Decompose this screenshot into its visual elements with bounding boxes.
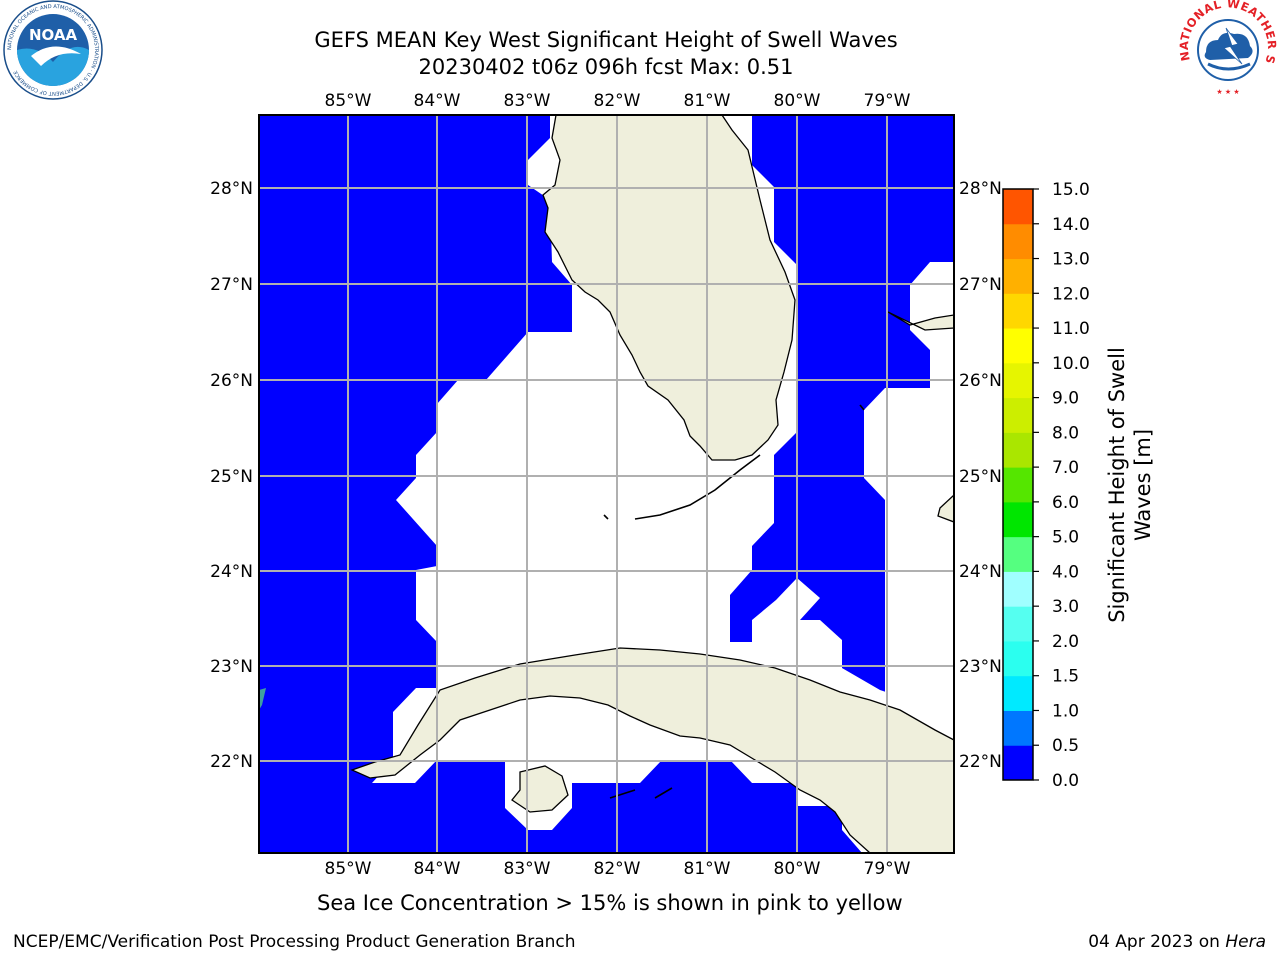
lon-label-top: 81°W <box>684 91 731 111</box>
colorbar-tick-label: 0.5 <box>1052 736 1079 756</box>
sea-ice-note: Sea Ice Concentration > 15% is shown in … <box>317 891 903 915</box>
lat-label-right: 24°N <box>959 562 1002 582</box>
lon-label-top: 83°W <box>504 91 551 111</box>
colorbar-bin <box>1003 362 1033 399</box>
lat-label-right: 25°N <box>959 467 1002 487</box>
colorbar-label-line1: Significant Height of Swell <box>1105 347 1129 623</box>
lon-label-top: 80°W <box>774 91 821 111</box>
colorbar-bin <box>1003 745 1033 781</box>
colorbar-bin <box>1003 675 1033 711</box>
colorbar-tick-label: 5.0 <box>1052 528 1079 548</box>
lon-label-top: 82°W <box>594 91 641 111</box>
chart-title: GEFS MEAN Key West Significant Height of… <box>314 28 898 52</box>
colorbar-bin <box>1003 710 1033 746</box>
colorbar-tick-label: 15.0 <box>1052 180 1090 200</box>
lat-label-left: 26°N <box>210 371 253 391</box>
lon-label-bottom: 85°W <box>325 859 372 879</box>
lat-label-left: 25°N <box>210 467 253 487</box>
lon-label-bottom: 82°W <box>594 859 641 879</box>
colorbar-bin <box>1003 432 1033 468</box>
colorbar-tick-label: 14.0 <box>1052 215 1090 235</box>
cuba-land <box>350 647 954 853</box>
lon-label-bottom: 83°W <box>504 859 551 879</box>
colorbar-tick-label: 6.0 <box>1052 493 1079 513</box>
colorbar-frame <box>1002 188 1034 781</box>
colorbar-bin <box>1003 606 1033 642</box>
footer-credit: NCEP/EMC/Verification Post Processing Pr… <box>13 932 576 952</box>
colorbar-tick-label: 1.5 <box>1052 667 1079 687</box>
footer-date-text: 04 Apr 2023 on <box>1088 932 1226 952</box>
colorbar-label: Significant Height of Swell Waves [m] <box>1105 347 1155 623</box>
colorbar-tick-label: 2.0 <box>1052 632 1079 652</box>
colorbar-bin <box>1003 640 1033 677</box>
colorbar-tick-label: 3.0 <box>1052 597 1079 617</box>
lon-label-bottom: 79°W <box>864 859 911 879</box>
colorbar-tick-label: 8.0 <box>1052 423 1079 443</box>
colorbar <box>1003 189 1033 781</box>
colorbar-tick-label: 1.0 <box>1052 701 1079 721</box>
colorbar-bin <box>1003 501 1033 538</box>
lon-label-top: 79°W <box>864 91 911 111</box>
lat-label-left: 22°N <box>210 752 253 772</box>
noaa-logo-text: NOAA <box>29 26 78 44</box>
lat-label-left: 23°N <box>210 657 253 677</box>
colorbar-bin <box>1003 328 1033 364</box>
colorbar-tick-label: 11.0 <box>1052 319 1090 339</box>
lat-label-right: 27°N <box>959 275 1002 295</box>
gridlines <box>259 115 954 853</box>
svg-text:★ ★ ★: ★ ★ ★ <box>1216 88 1239 96</box>
colorbar-tick-label: 12.0 <box>1052 284 1090 304</box>
lat-label-right: 26°N <box>959 371 1002 391</box>
map-area <box>259 115 954 853</box>
noaa-logo: NATIONAL OCEANIC AND ATMOSPHERIC ADMINIS… <box>3 0 103 100</box>
colorbar-bin <box>1003 189 1033 225</box>
colorbar-bin <box>1003 467 1033 503</box>
map-frame <box>258 114 955 854</box>
lon-label-bottom: 80°W <box>774 859 821 879</box>
florida-land <box>542 115 796 461</box>
colorbar-tick-label: 7.0 <box>1052 458 1079 478</box>
colorbar-tick-label: 13.0 <box>1052 250 1090 270</box>
colorbar-tick-label: 4.0 <box>1052 562 1079 582</box>
chart-subtitle: 20230402 t06z 096h fcst Max: 0.51 <box>418 55 794 79</box>
lon-label-bottom: 84°W <box>414 859 461 879</box>
colorbar-tick-label: 0.0 <box>1052 771 1079 791</box>
colorbar-bin <box>1003 293 1033 329</box>
colorbar-bin <box>1003 536 1033 572</box>
footer-host: Hera <box>1225 932 1266 952</box>
colorbar-tick-label: 10.0 <box>1052 354 1090 374</box>
colorbar-tick-label: 9.0 <box>1052 389 1079 409</box>
colorbar-label-line2: Waves [m] <box>1131 429 1155 541</box>
colorbar-bin <box>1003 223 1033 260</box>
lat-label-left: 28°N <box>210 179 253 199</box>
nws-logo: NATIONAL WEATHER SERVICE ★ ★ ★ <box>1176 0 1279 100</box>
lat-label-left: 27°N <box>210 275 253 295</box>
colorbar-bin <box>1003 397 1033 433</box>
colorbar-bin <box>1003 571 1033 607</box>
lat-label-right: 22°N <box>959 752 1002 772</box>
footer-date: 04 Apr 2023 on Hera <box>1088 932 1266 952</box>
lon-label-bottom: 81°W <box>684 859 731 879</box>
lon-label-top: 85°W <box>325 91 372 111</box>
lat-label-right: 28°N <box>959 179 1002 199</box>
colorbar-bin <box>1003 258 1033 294</box>
lat-label-left: 24°N <box>210 562 253 582</box>
lat-label-right: 23°N <box>959 657 1002 677</box>
colorbar-ticks: 0.0 0.5 1.0 1.5 2.0 3.0 4.0 5.0 6.0 7.0 8.0 9.0 10.0… <box>1033 180 1090 791</box>
lon-label-top: 84°W <box>414 91 461 111</box>
